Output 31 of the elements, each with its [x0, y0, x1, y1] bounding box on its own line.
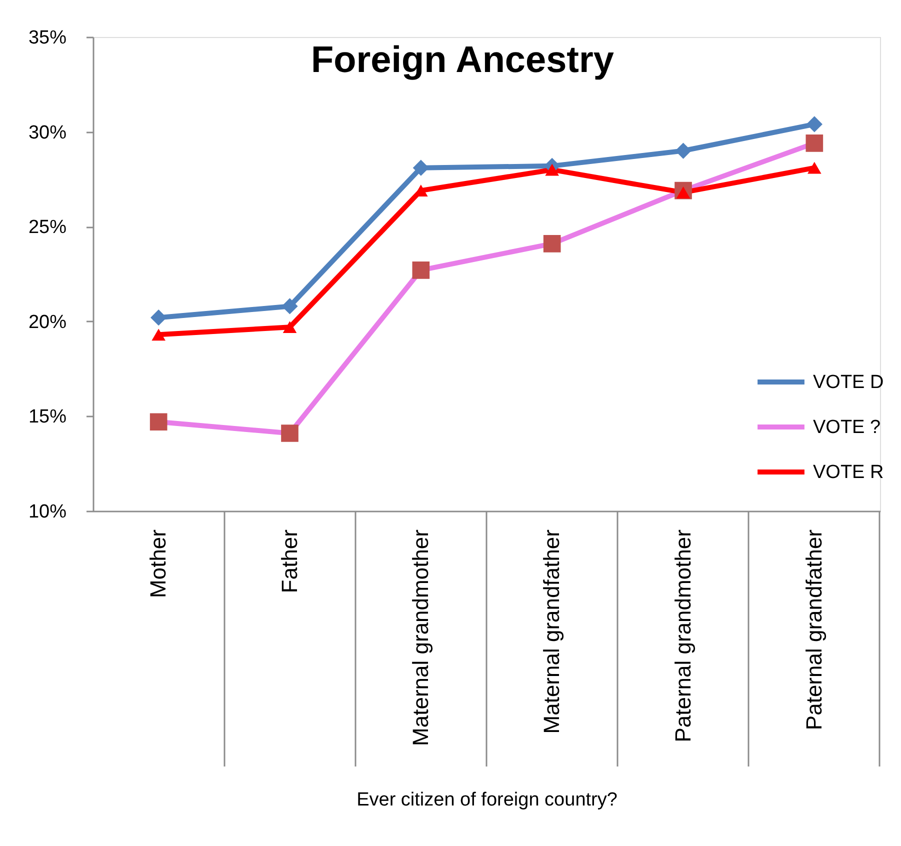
- y-tick-label: 10%: [28, 502, 67, 522]
- point: [150, 413, 168, 431]
- point: [806, 116, 822, 132]
- point: [543, 235, 561, 252]
- y-tick-label: 20%: [28, 312, 67, 333]
- x-tick-label: Maternal grandmother: [408, 530, 433, 746]
- point: [675, 142, 692, 159]
- y-tick-label: 25%: [28, 217, 67, 238]
- point: [282, 321, 297, 334]
- x-tick-label: Maternal grandfather: [539, 530, 564, 734]
- point: [545, 164, 559, 176]
- point: [412, 160, 429, 176]
- legend-label: VOTE ?: [813, 417, 881, 438]
- chart-title: Foreign Ancestry: [311, 39, 614, 80]
- point: [150, 310, 167, 326]
- point: [806, 134, 824, 152]
- point: [412, 262, 430, 279]
- x-tick-label: Paternal grandmother: [670, 530, 696, 742]
- legend-label: VOTE R: [813, 462, 884, 483]
- x-tick-label: Paternal grandfather: [801, 530, 826, 730]
- point: [282, 298, 298, 314]
- legend-label: VOTE D: [813, 372, 884, 393]
- point: [281, 424, 298, 442]
- y-tick-label: 35%: [28, 28, 67, 48]
- x-tick-label: Father: [276, 530, 302, 594]
- x-tick-label: Mother: [146, 530, 171, 598]
- y-tick-label: 15%: [28, 406, 67, 428]
- point: [808, 162, 822, 174]
- x-axis-title: Ever citizen of foreign country?: [356, 790, 618, 810]
- y-tick-label: 30%: [28, 122, 67, 144]
- point: [152, 328, 166, 341]
